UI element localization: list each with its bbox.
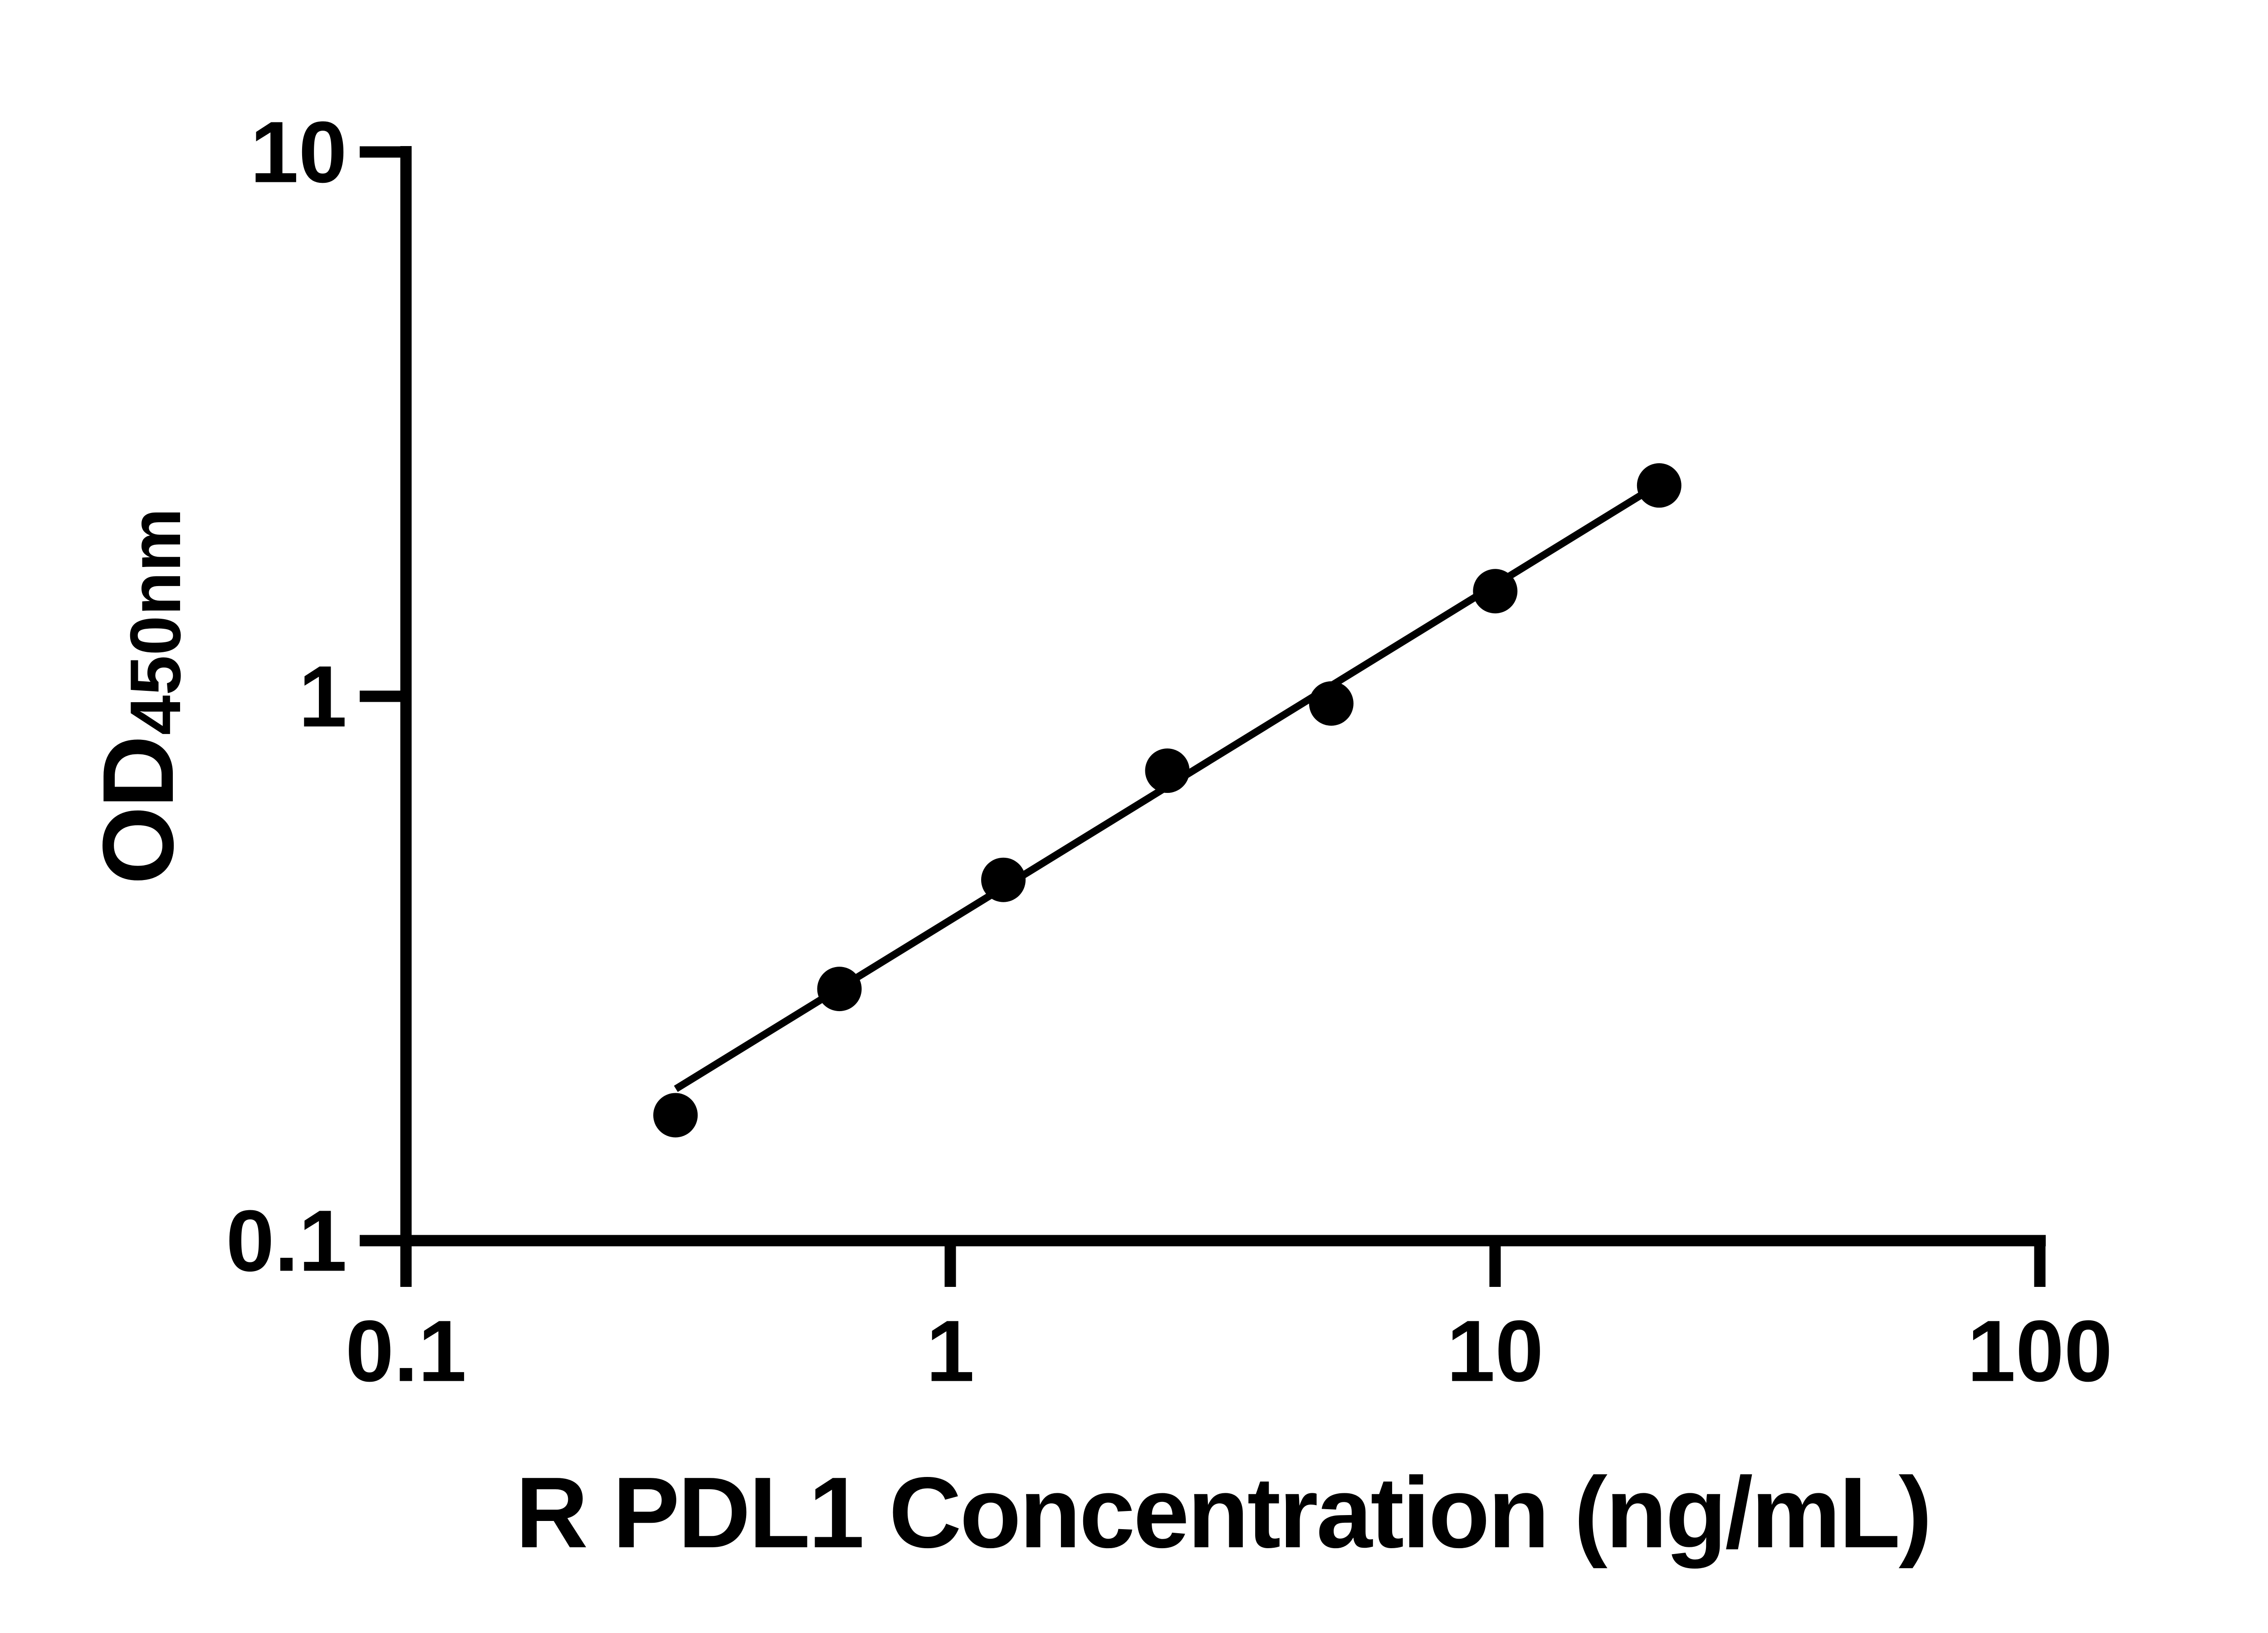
y-tick-label-1: 1 [298,648,347,745]
y-tick-label-10: 10 [250,103,347,201]
data-point [981,857,1026,902]
y-axis-title: OD 450nm [82,508,196,885]
data-point [1473,569,1518,614]
plot-content [653,463,1681,1138]
y-axis-title-subscript: 450nm [116,508,196,735]
axes [360,146,2046,1287]
data-point [1637,463,1681,508]
data-point [1145,748,1190,793]
data-point [817,967,862,1012]
y-axis-title-main: OD [82,737,195,885]
data-point [1309,681,1354,726]
x-axis-title: R PDL1 Concentration (ng/mL) [515,1457,1930,1569]
y-tick-label-0-1: 0.1 [226,1192,347,1290]
x-tick-label-10: 10 [1447,1302,1544,1400]
x-tick-label-0-1: 0.1 [346,1302,467,1400]
y-tick-labels: 10 1 0.1 [226,103,347,1290]
x-tick-labels: 0.1 1 10 100 [346,1302,2113,1400]
x-tick-label-1: 1 [926,1302,975,1400]
x-tick-label-100: 100 [1967,1302,2112,1400]
data-point [653,1093,698,1138]
